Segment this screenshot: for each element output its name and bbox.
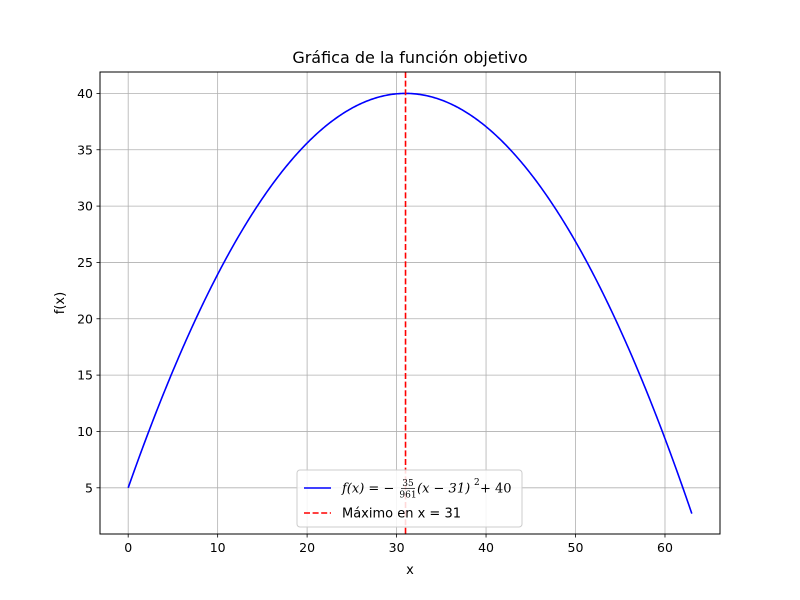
x-tick-label: 10	[210, 540, 226, 555]
legend-box	[296, 469, 523, 528]
grid	[100, 72, 720, 534]
legend-math-tail: + 40	[480, 482, 512, 497]
x-tick-label: 40	[478, 540, 494, 555]
y-tick-label: 15	[77, 368, 93, 383]
y-tick-label: 30	[77, 199, 93, 214]
legend-frac-den: 961	[399, 491, 416, 501]
legend-math-exp: 2	[474, 478, 480, 488]
y-tick-label: 5	[85, 480, 93, 495]
ticks: 0 10 20 30 40 50 60 5 10 15 20 25 30 35 40	[77, 86, 673, 555]
plot-area	[127, 72, 693, 534]
legend-math-rhs: (x − 31)	[417, 482, 470, 497]
axes-frame	[99, 71, 721, 535]
y-tick-label: 20	[77, 311, 93, 326]
y-tick-label: 40	[77, 86, 93, 101]
x-axis-label: x	[406, 563, 414, 578]
x-tick-label: 50	[568, 540, 584, 555]
y-tick-label: 35	[77, 142, 93, 157]
y-axis-label: f(x)	[53, 292, 68, 314]
x-tick-label: 0	[124, 540, 132, 555]
x-tick-label: 20	[299, 540, 315, 555]
legend-label-maximum: Máximo en x = 31	[342, 507, 461, 522]
function-curve	[127, 92, 693, 514]
y-tick-label: 10	[77, 424, 93, 439]
legend: f(x) = − 35 961 (x − 31) 2 + 40 Máximo en x =…	[296, 469, 523, 528]
x-tick-label: 60	[657, 540, 673, 555]
chart-title: Gráfica de la función objetivo	[292, 48, 527, 67]
legend-frac-num: 35	[402, 479, 414, 489]
x-tick-label: 30	[389, 540, 405, 555]
legend-math-lhs: f(x) = −	[341, 482, 394, 497]
y-tick-label: 25	[77, 255, 93, 270]
